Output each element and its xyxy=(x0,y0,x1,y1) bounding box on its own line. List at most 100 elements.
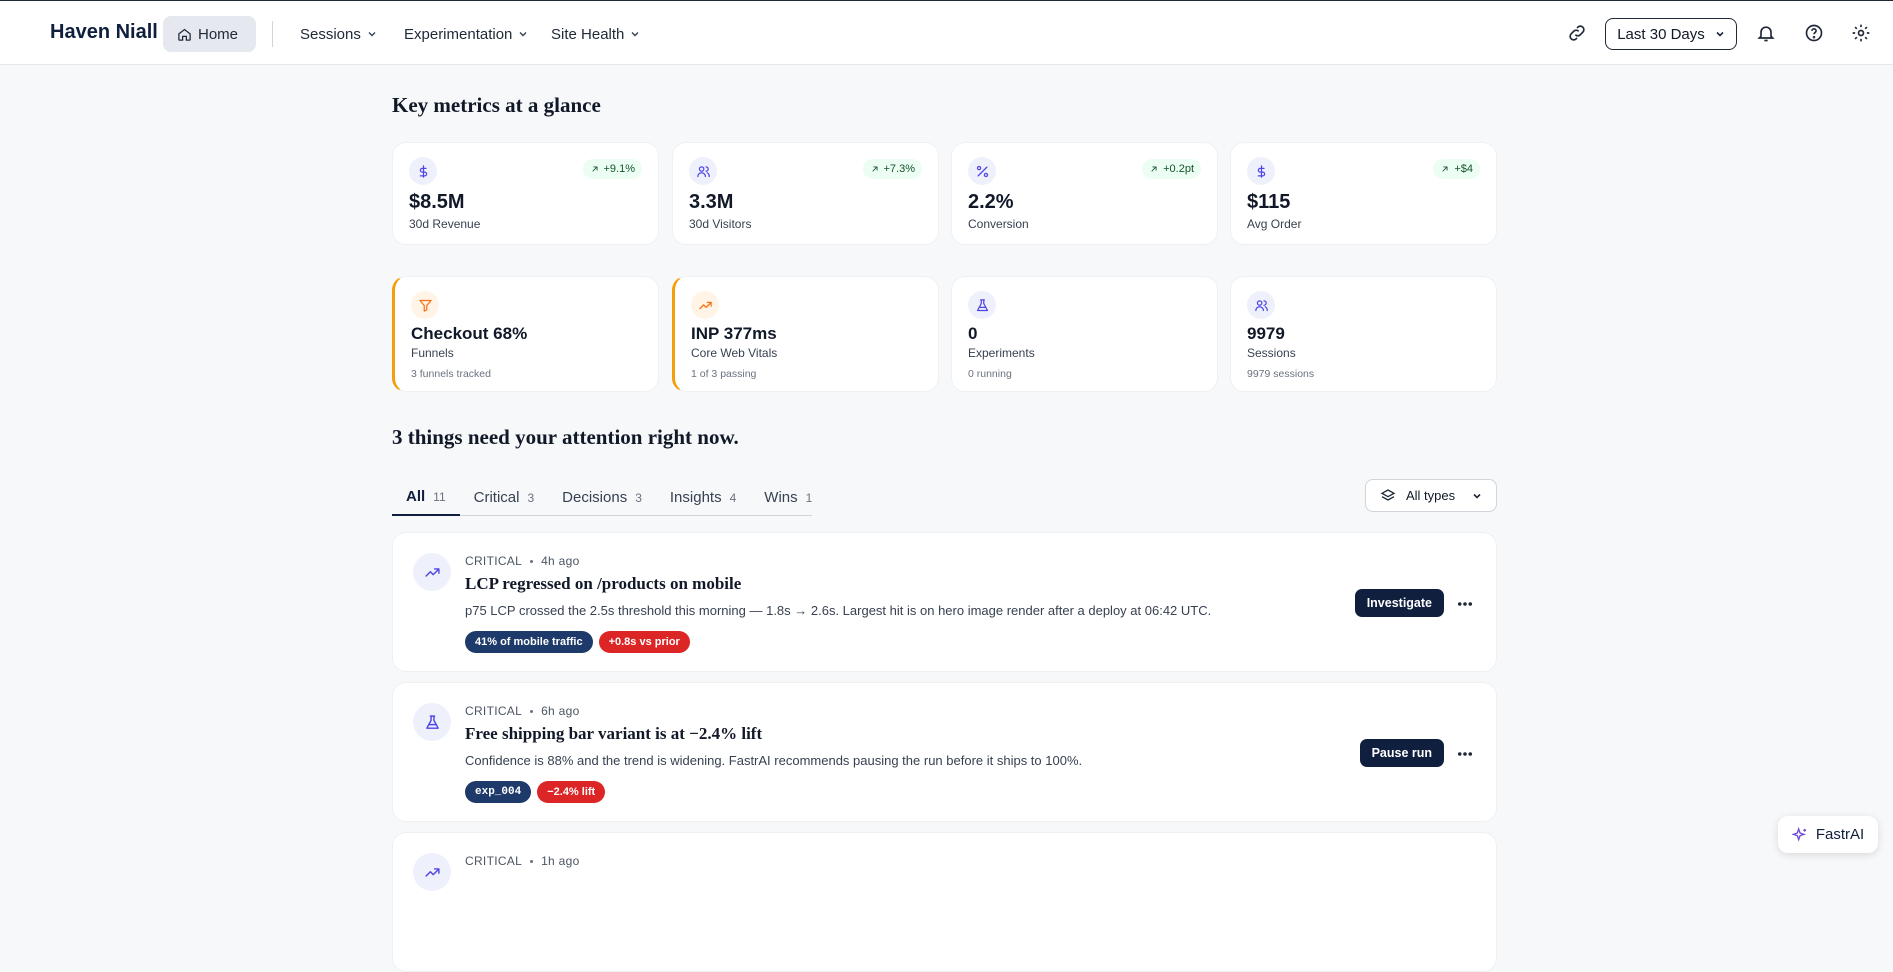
tab-count: 3 xyxy=(635,490,642,505)
tab[interactable]: Insights 4 xyxy=(656,479,750,516)
dots-icon xyxy=(1457,602,1473,606)
assistant-button[interactable]: FastrAI xyxy=(1778,816,1878,853)
status-card[interactable]: Checkout 68% Funnels 3 funnels tracked xyxy=(392,276,659,392)
alert-meta: CRITICAL 1h ago xyxy=(465,854,580,868)
help[interactable] xyxy=(1804,23,1824,43)
filter-label: All types xyxy=(1406,488,1456,503)
status-card[interactable]: INP 377ms Core Web Vitals 1 of 3 passing xyxy=(672,276,939,392)
alert-card[interactable]: CRITICAL 4h ago LCP regressed on /products… xyxy=(392,532,1497,672)
metric-value: 3.3M xyxy=(689,191,734,213)
tab[interactable]: All 11 xyxy=(392,479,460,516)
metric-label: 30d Revenue xyxy=(409,217,481,231)
link-button[interactable] xyxy=(1567,23,1587,43)
separator-dot xyxy=(530,559,534,563)
date-range[interactable]: Last 30 Days xyxy=(1605,18,1737,50)
alert-meta: CRITICAL 4h ago xyxy=(465,554,580,568)
tab-count: 4 xyxy=(729,490,737,505)
home-icon xyxy=(178,28,191,41)
dots-icon xyxy=(1457,752,1473,756)
metric-value: $8.5M xyxy=(409,191,465,213)
status-card[interactable]: 9979 Sessions 9979 sessions xyxy=(1230,276,1497,392)
tab-bar: All 11 Critical 3 Decisions 3 Insights 4 Wins 1 xyxy=(392,479,812,516)
nav-experimentation[interactable]: Experimentation xyxy=(394,16,538,52)
status-value: INP 377ms xyxy=(691,324,777,343)
alert-card[interactable]: CRITICAL 6h ago Free shipping bar variant … xyxy=(392,682,1497,822)
tab[interactable]: Critical 3 xyxy=(460,479,549,516)
time-ago: 4h ago xyxy=(541,554,580,568)
arrow-icon xyxy=(1151,166,1157,172)
metric-card[interactable]: +7.3% 3.3M 30d Visitors xyxy=(672,142,939,245)
action-button[interactable]: Investigate xyxy=(1354,589,1444,617)
status-label: Experiments xyxy=(968,346,1035,360)
status-label: Sessions xyxy=(1247,346,1296,360)
severity: CRITICAL xyxy=(465,854,523,868)
more-menu[interactable] xyxy=(1456,595,1474,611)
tag-list: 41% of mobile traffic +0.8s vs prior xyxy=(465,631,690,653)
tab-count: 11 xyxy=(433,489,446,504)
icon xyxy=(424,567,440,577)
status-note: 1 of 3 passing xyxy=(691,368,757,380)
delta-value: +7.3% xyxy=(883,163,916,175)
sparkle-icon xyxy=(1791,826,1806,842)
metric-card[interactable]: +9.1% $8.5M 30d Revenue xyxy=(392,142,659,245)
tab[interactable]: Wins 1 xyxy=(750,479,826,516)
metric-label: 30d Visitors xyxy=(689,217,752,231)
chevron xyxy=(1473,493,1481,499)
delta-value: +0.2pt xyxy=(1163,163,1194,175)
arrow-icon xyxy=(872,166,877,172)
separator-dot xyxy=(530,859,534,863)
alert-card[interactable]: CRITICAL 1h ago xyxy=(392,832,1497,972)
nav-site-health[interactable]: Site Health xyxy=(541,16,650,52)
arrow-icon xyxy=(1442,166,1448,172)
nav-sessions[interactable]: Sessions xyxy=(290,16,387,52)
assistant-label: FastrAI xyxy=(1815,826,1865,843)
section-title: 3 things need your attention right now. xyxy=(392,425,739,449)
nav-label: Site Health xyxy=(551,25,625,43)
icon xyxy=(424,867,440,877)
more-menu[interactable] xyxy=(1456,745,1474,761)
tab[interactable]: Decisions 3 xyxy=(548,479,656,516)
metric-card[interactable]: +$4 $115 Avg Order xyxy=(1230,142,1497,245)
chevron xyxy=(1716,31,1724,37)
settings[interactable] xyxy=(1851,23,1871,43)
tab-count: 3 xyxy=(527,490,535,505)
status-icon xyxy=(968,291,996,319)
arrow-icon xyxy=(592,166,597,172)
metric-icon xyxy=(968,157,996,185)
section-title: Key metrics at a glance xyxy=(392,93,601,117)
tag: −2.4% lift xyxy=(537,781,606,803)
nav-label: Home xyxy=(198,25,239,43)
alert-icon xyxy=(413,703,451,741)
status-value: Checkout 68% xyxy=(411,324,528,343)
chevron xyxy=(631,32,639,37)
separator-dot xyxy=(530,709,534,713)
tab-label: Wins xyxy=(764,489,798,506)
date-label: Last 30 Days xyxy=(1617,25,1705,43)
status-icon xyxy=(691,291,719,319)
status-card[interactable]: 0 Experiments 0 running xyxy=(951,276,1218,392)
alert-body: p75 LCP crossed the 2.5s threshold this … xyxy=(465,603,1212,618)
delta-chip: +0.2pt xyxy=(1142,159,1201,179)
icon xyxy=(1257,164,1265,178)
delta-value: +9.1% xyxy=(603,163,636,175)
delta-value: +$4 xyxy=(1454,163,1473,175)
alert-title: Free shipping bar variant is at −2.4% li… xyxy=(465,724,763,743)
metric-icon xyxy=(409,157,437,185)
icon xyxy=(419,164,427,178)
tag: exp_004 xyxy=(465,781,532,803)
alert-title: LCP regressed on /products on mobile xyxy=(465,574,742,593)
nav-label: Experimentation xyxy=(404,25,513,43)
notifications[interactable] xyxy=(1756,23,1776,43)
severity: CRITICAL xyxy=(465,554,523,568)
tab-label: Insights xyxy=(669,489,722,506)
severity: CRITICAL xyxy=(465,704,523,718)
nav-home[interactable]: Home xyxy=(163,16,256,52)
metric-card[interactable]: +0.2pt 2.2% Conversion xyxy=(951,142,1218,245)
action-button[interactable]: Pause run xyxy=(1359,739,1444,767)
type-filter[interactable]: All types xyxy=(1365,479,1497,512)
nav-label: Sessions xyxy=(300,25,361,43)
status-note: 0 running xyxy=(968,368,1012,380)
icon xyxy=(1254,299,1268,311)
alert-meta: CRITICAL 6h ago xyxy=(465,704,580,718)
